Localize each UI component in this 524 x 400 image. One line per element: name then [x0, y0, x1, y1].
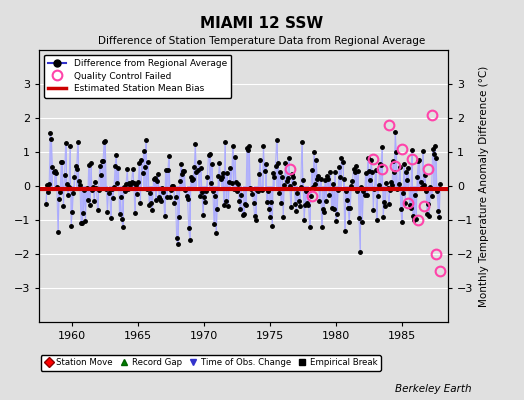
Y-axis label: Monthly Temperature Anomaly Difference (°C): Monthly Temperature Anomaly Difference (…	[479, 65, 489, 307]
Text: Berkeley Earth: Berkeley Earth	[395, 384, 472, 394]
Legend: Station Move, Record Gap, Time of Obs. Change, Empirical Break: Station Move, Record Gap, Time of Obs. C…	[41, 355, 381, 371]
Text: Difference of Station Temperature Data from Regional Average: Difference of Station Temperature Data f…	[99, 36, 425, 46]
Text: MIAMI 12 SSW: MIAMI 12 SSW	[200, 16, 324, 31]
